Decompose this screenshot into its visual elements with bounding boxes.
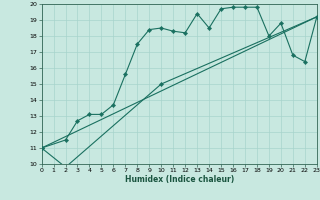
X-axis label: Humidex (Indice chaleur): Humidex (Indice chaleur) [124,175,234,184]
